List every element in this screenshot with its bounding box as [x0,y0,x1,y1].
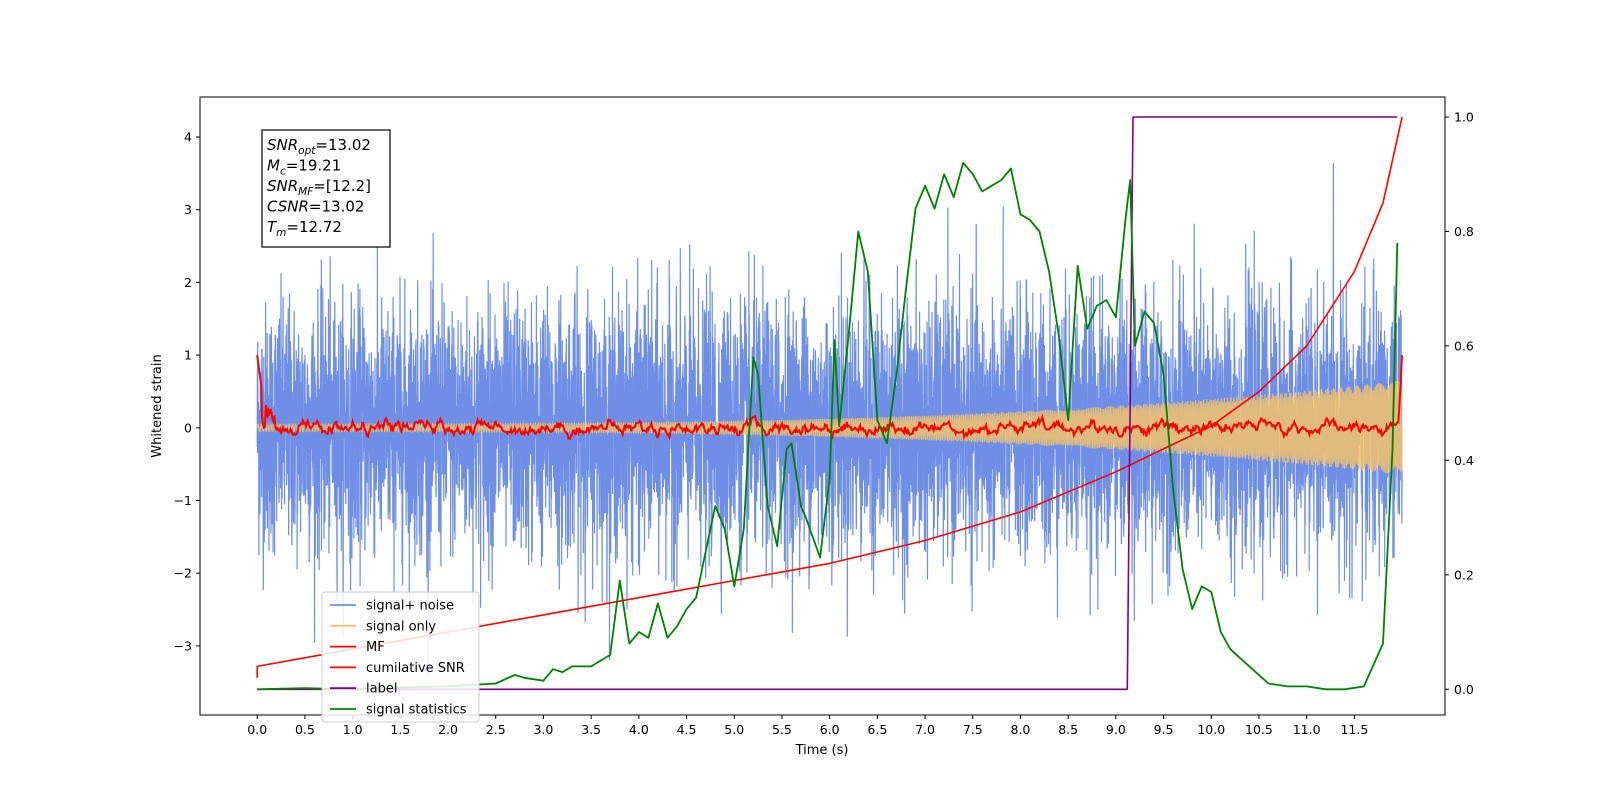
x-tick-label: 1.0 [343,722,363,737]
x-tick-label: 3.5 [581,722,601,737]
x-tick-label: 0.0 [247,722,267,737]
y2-axis-ticks: 0.0 0.2 0.4 0.6 0.8 1.0 [1445,110,1474,697]
info-line: SNRMF=[12.2] [267,177,371,198]
y-axis-ticks: −3 −2 −1 0 1 2 3 4 [174,129,200,653]
x-axis-ticks: 0.0 0.5 1.0 1.5 2.0 2.5 3.0 3.5 4.0 4.5 5.0 5.5 6.0 6… [247,715,1368,737]
legend-label: signal+ noise [366,599,454,614]
x-tick-label: 2.0 [438,722,458,737]
x-tick-label: 7.0 [915,722,935,737]
x-tick-label: 4.0 [629,722,649,737]
info-line: Mc=19.21 [267,157,341,178]
y-tick-label: 2 [184,275,192,290]
y-tick-label: 1 [184,348,192,363]
x-tick-label: 6.0 [820,722,840,737]
y2-tick-label: 0.8 [1454,224,1474,239]
x-tick-label: 8.5 [1058,722,1078,737]
x-tick-label: 11.0 [1293,722,1321,737]
x-tick-label: 6.5 [867,722,887,737]
x-tick-label: 1.5 [390,722,410,737]
legend-label: MF [366,640,385,655]
info-box: SNRopt=13.02Mc=19.21SNRMF=[12.2]CSNR=13.… [261,129,391,248]
legend-label: label [366,682,397,697]
series-label [257,116,1398,691]
y2-tick-label: 0.6 [1454,338,1474,353]
x-tick-label: 5.0 [724,722,744,737]
y-tick-label: 3 [184,202,192,217]
plot-frame [199,96,1446,716]
y-tick-label: 0 [184,420,192,435]
info-line: Tm=12.72 [267,218,342,239]
legend: signal+ noise signal only MF cumilative SNR… [321,591,480,723]
x-tick-label: 9.0 [1106,722,1126,737]
y2-tick-label: 1.0 [1454,110,1474,125]
y-tick-label: −3 [174,638,192,653]
x-tick-label: 8.0 [1011,722,1031,737]
y-tick-label: 4 [184,129,192,144]
x-tick-label: 4.5 [677,722,697,737]
y2-tick-label: 0.2 [1454,567,1474,582]
x-tick-label: 3.0 [534,722,554,737]
x-tick-label: 5.5 [772,722,792,737]
x-tick-label: 7.5 [963,722,983,737]
y2-tick-label: 0.4 [1454,453,1474,468]
x-tick-label: 10.5 [1245,722,1273,737]
x-tick-label: 11.5 [1340,722,1368,737]
x-tick-label: 10.0 [1197,722,1225,737]
y-tick-label: −2 [174,566,192,581]
legend-label: signal only [366,619,436,634]
info-line: SNRopt=13.02 [267,136,371,157]
x-tick-label: 2.5 [486,722,506,737]
info-line: CSNR=13.02 [267,198,364,216]
y-tick-label: −1 [174,493,192,508]
series-signal-statistics [257,161,1399,691]
x-axis-label: Time (s) [795,743,849,758]
legend-label: signal statistics [366,703,467,718]
x-tick-label: 0.5 [295,722,315,737]
x-tick-label: 9.5 [1154,722,1174,737]
legend-label: cumilative SNR [366,661,465,676]
y-axis-label: Whitened strain [150,354,165,457]
series-signal-only [256,381,1403,474]
y2-tick-label: 0.0 [1454,682,1474,697]
